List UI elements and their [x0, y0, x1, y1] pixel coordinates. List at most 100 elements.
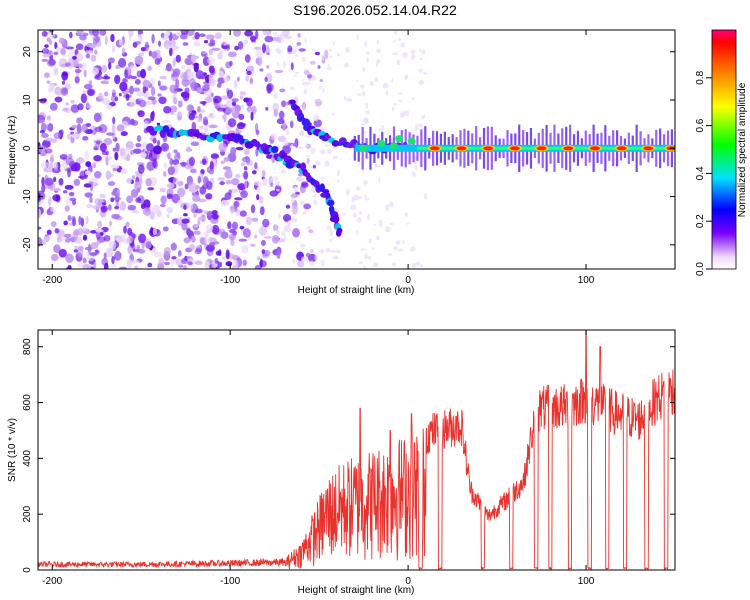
spectrogram-noise-cell — [169, 105, 178, 113]
spectrogram-noise-cell — [43, 236, 52, 242]
spectrogram-noise-cell — [150, 86, 156, 97]
spectrogram-noise-cell — [97, 220, 102, 229]
spectrogram-noise-cell — [67, 264, 72, 269]
spectrogram-noise-cell — [299, 130, 305, 137]
spectrogram-faint-cell — [419, 57, 423, 60]
spectrogram-noise-cell — [256, 193, 260, 201]
spectrogram-noise-cell — [264, 35, 274, 43]
spectrogram-noise-cell — [108, 61, 112, 70]
spectrogram-noise-cell — [193, 213, 197, 218]
spectrogram-noise-cell — [94, 198, 103, 206]
spectrogram-faint-cell — [294, 54, 299, 58]
spectrogram-noise-cell — [187, 104, 195, 112]
spectrogram-faint-cell — [326, 66, 332, 71]
spectrogram-noise-cell — [46, 37, 51, 42]
spectrogram-faint-cell — [365, 102, 369, 110]
spectrogram-noise-cell — [99, 30, 107, 36]
spectrogram-noise-cell — [133, 148, 142, 154]
spectrogram-noise-cell — [175, 54, 181, 63]
spectrogram-ridge-cell — [323, 189, 330, 194]
spectrogram-peak — [509, 146, 520, 151]
spectrogram-noise-cell — [276, 249, 281, 259]
spectrogram-faint-cell — [325, 247, 331, 253]
spectrogram-noise-cell — [269, 190, 279, 197]
spectrogram-faint-cell — [357, 261, 364, 264]
spectrogram-noise-cell — [232, 259, 239, 269]
spectrogram-noise-cell — [101, 202, 107, 206]
spectrogram-noise-cell — [137, 52, 145, 57]
spectrogram-noise-cell — [272, 102, 280, 113]
spectrogram-noise-cell — [41, 47, 50, 55]
spectrogram-faint-cell — [372, 262, 379, 268]
spectrogram-noise-cell — [245, 156, 251, 165]
spectrogram-noise-cell — [88, 30, 95, 36]
spectrogram-noise-cell — [324, 49, 329, 60]
spectrogram-noise-cell — [206, 114, 216, 119]
spectrogram-noise-cell — [70, 104, 80, 113]
spectrogram-noise-cell — [110, 197, 115, 203]
spectrogram-noise-cell — [258, 195, 264, 204]
spectrogram-noise-cell — [308, 229, 314, 234]
spectrogram-noise-cell — [180, 64, 186, 69]
spectrogram-faint-cell — [291, 217, 298, 223]
spectrogram-noise-cell — [222, 40, 228, 46]
spectrogram-noise-cell — [138, 99, 147, 108]
spectrogram-noise-cell — [93, 262, 97, 269]
spectrogram-noise-cell — [114, 216, 123, 221]
spectrogram-noise-cell — [188, 181, 197, 192]
spectrogram-noise-cell — [126, 235, 134, 244]
spectrogram-noise-cell — [290, 62, 294, 71]
spectrogram-noise-cell — [206, 95, 213, 102]
spectrogram-noise-cell — [214, 258, 219, 264]
spectrogram-noise-cell — [99, 142, 107, 153]
spectrogram-noise-cell — [151, 110, 155, 119]
spectrogram-noise-cell — [110, 262, 117, 268]
spectrogram-faint-cell — [414, 126, 419, 132]
spectrogram-faint-cell — [360, 123, 367, 126]
spectrogram-ylabel: Frequency (Hz) — [7, 116, 18, 185]
spectrogram-noise-cell — [151, 204, 161, 215]
spectrogram-faint-cell — [288, 66, 291, 73]
spectrogram-noise-cell — [245, 216, 252, 226]
spectrogram-faint-cell — [385, 226, 391, 233]
spectrogram-noise-cell — [319, 78, 324, 82]
spectrogram-noise-cell — [195, 208, 203, 214]
spectrogram-noise-cell — [169, 157, 174, 166]
spectrogram-noise-cell — [152, 138, 157, 144]
spectrogram-faint-cell — [329, 229, 334, 237]
spectrogram-noise-cell — [306, 157, 310, 164]
spectrogram-noise-cell — [272, 38, 279, 42]
spectrogram-noise-cell — [76, 117, 84, 124]
spectrogram-noise-cell — [163, 162, 168, 169]
spectrogram-noise-cell — [229, 206, 235, 210]
spectrogram-faint-cell — [295, 44, 298, 52]
spectrogram-noise-cell — [203, 210, 208, 215]
spectrogram-faint-cell — [289, 86, 295, 91]
spectrogram-noise-cell — [65, 62, 71, 67]
spectrogram-noise-cell — [271, 234, 280, 244]
spectrogram-noise-cell — [94, 143, 100, 149]
spectrogram-faint-cell — [411, 97, 415, 100]
spectrogram-noise-cell — [199, 101, 207, 105]
spectrogram-noise-cell — [119, 81, 128, 92]
spectrogram-noise-cell — [89, 196, 93, 204]
spectrogram-noise-cell — [196, 106, 201, 113]
spectrogram-noise-cell — [124, 68, 128, 79]
spectrogram-faint-cell — [363, 180, 368, 185]
spectrogram-noise-cell — [184, 183, 189, 190]
spectrogram-noise-cell — [118, 266, 128, 269]
spectrogram-noise-cell — [74, 68, 82, 74]
spectrogram-faint-cell — [292, 258, 296, 264]
spectrogram-noise-cell — [225, 261, 233, 267]
spectrogram-noise-cell — [207, 56, 215, 65]
spectrogram-noise-cell — [211, 210, 218, 215]
spectrogram-noise-cell — [249, 243, 256, 247]
spectrogram-noise-cell — [282, 213, 292, 222]
spectrogram-noise-cell — [244, 54, 251, 63]
spectrogram-faint-cell — [301, 56, 306, 62]
spectrogram-faint-cell — [317, 99, 322, 103]
spectrogram-faint-cell — [386, 154, 390, 158]
spectrogram-noise-cell — [211, 47, 221, 52]
spectrogram-faint-cell — [344, 62, 350, 68]
spectrogram-noise-cell — [93, 154, 102, 162]
